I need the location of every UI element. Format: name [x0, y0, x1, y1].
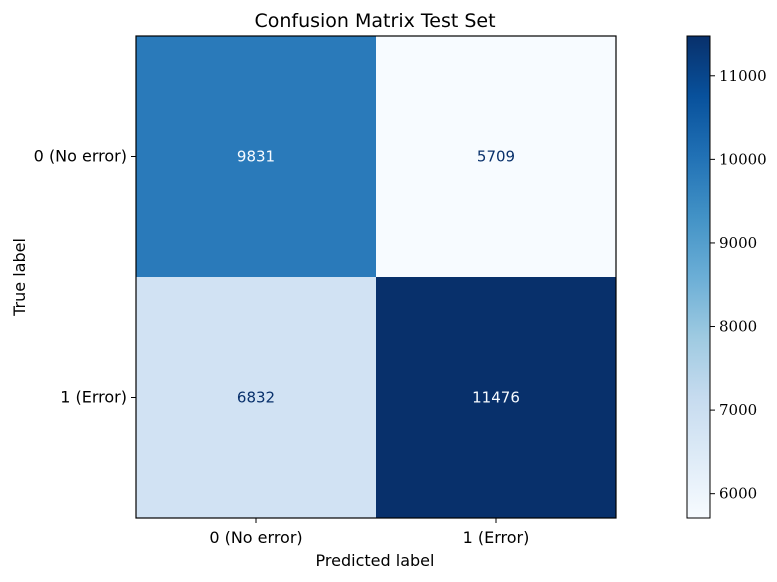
heatmap-cell	[376, 36, 616, 277]
heatmap-cell-labels: 9831 5709 6832 11476	[237, 148, 520, 407]
x-axis-ticks: 0 (No error) 1 (Error)	[209, 518, 529, 547]
colorbar-tick-label: 6000	[719, 485, 757, 503]
cell-value-label: 11476	[472, 389, 520, 407]
chart-title: Confusion Matrix Test Set	[254, 10, 495, 32]
colorbar-tick-label: 8000	[719, 318, 757, 336]
colorbar-ticks: 6000 7000 8000 9000 10000 11000	[710, 67, 767, 503]
heatmap-cells	[136, 36, 616, 518]
y-tick-label: 0 (No error)	[34, 147, 127, 166]
y-axis-ticks: 0 (No error) 1 (Error)	[34, 147, 136, 407]
heatmap-cell	[136, 277, 376, 518]
colorbar-tick-label: 9000	[719, 234, 757, 252]
cell-value-label: 6832	[237, 389, 275, 407]
x-axis-label: Predicted label	[316, 551, 435, 570]
y-axis-label: True label	[10, 238, 29, 317]
colorbar-tick-label: 10000	[719, 150, 767, 168]
cell-value-label: 9831	[237, 148, 275, 166]
heatmap-cell	[376, 277, 616, 518]
x-tick-label: 0 (No error)	[209, 528, 302, 547]
heatmap-cell	[136, 36, 376, 277]
plot-frame	[135, 35, 617, 519]
colorbar-tick-label: 7000	[719, 401, 757, 419]
x-tick-label: 1 (Error)	[463, 528, 530, 547]
cell-value-label: 5709	[477, 148, 515, 166]
colorbar	[686, 35, 711, 519]
colorbar-tick-label: 11000	[719, 67, 767, 85]
y-tick-label: 1 (Error)	[60, 388, 127, 407]
